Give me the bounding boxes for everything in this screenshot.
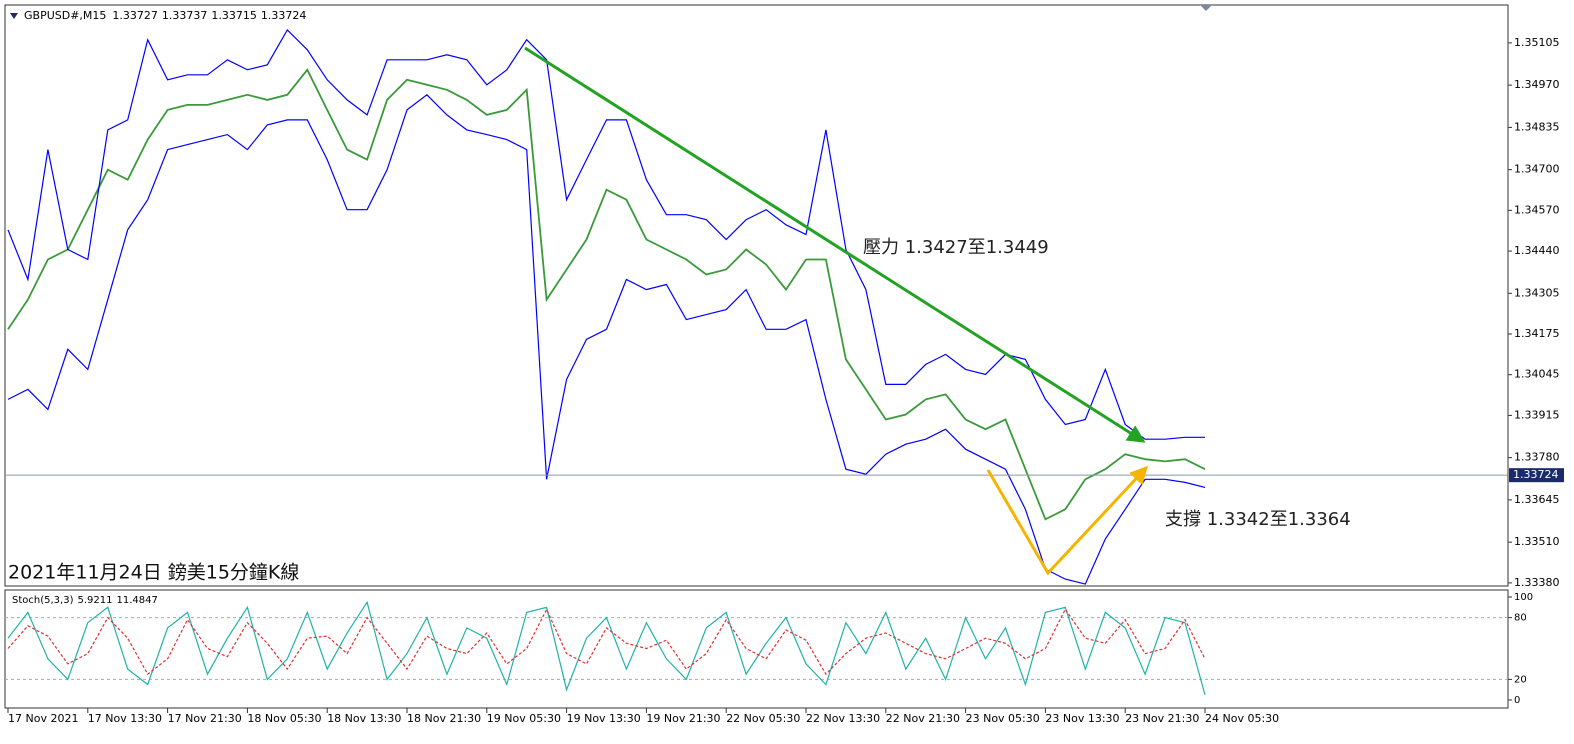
signal-value: 11.4847 — [116, 595, 157, 606]
x-tick-label: 18 Nov 21:30 — [407, 712, 481, 725]
y-tick-label: 1.34045 — [1514, 368, 1560, 381]
annotation: 壓力 1.3427至1.3449 — [863, 237, 1049, 258]
support-arrow — [986, 465, 1149, 576]
series-line — [7, 68, 1206, 521]
caption: 2021年11月24日 鎊美15分鐘K線 — [8, 562, 299, 584]
stoch-panel — [4, 589, 1509, 709]
y-tick-label: 1.34175 — [1514, 327, 1560, 340]
x-tick-label: 17 Nov 21:30 — [168, 712, 242, 725]
y-tick-label: 20 — [1514, 674, 1527, 685]
y-tick-label: 1.33780 — [1514, 451, 1560, 464]
series-group — [7, 600, 1206, 695]
open: 1.33727 — [112, 9, 158, 22]
resistance-arrow — [524, 46, 1146, 443]
y-tick-label: 1.34305 — [1514, 286, 1560, 299]
y-tick-label: 1.34700 — [1514, 163, 1560, 176]
y-tick-label: 80 — [1514, 613, 1527, 624]
y-tick-label: 1.33915 — [1514, 408, 1560, 421]
y-tick-label: 1.34570 — [1514, 203, 1560, 216]
y-tick-label: 1.35105 — [1514, 36, 1560, 49]
x-tick-label: 22 Nov 05:30 — [726, 712, 800, 725]
series-line — [7, 600, 1206, 695]
price-tag — [1509, 468, 1564, 483]
y-tick-label: 1.34440 — [1514, 244, 1560, 257]
x-tick-label: 23 Nov 05:30 — [966, 712, 1040, 725]
x-tick-label: 17 Nov 2021 — [8, 712, 78, 725]
menu-triangle[interactable] — [10, 13, 18, 19]
header: GBPUSD#,M15 1.33727 1.33737 1.33715 1.33724 — [24, 9, 306, 22]
close: 1.33724 — [261, 9, 307, 22]
x-tick-label: 17 Nov 13:30 — [88, 712, 162, 725]
y-tick-label: 1.33645 — [1514, 493, 1560, 506]
x-tick-label: 19 Nov 21:30 — [646, 712, 720, 725]
high: 1.33737 — [162, 9, 208, 22]
x-tick-label: 18 Nov 13:30 — [327, 712, 401, 725]
y-tick-label: 100 — [1514, 592, 1533, 603]
price-tag-label: 1.33724 — [1513, 468, 1559, 481]
shift-marker — [1200, 5, 1212, 11]
low: 1.33715 — [211, 9, 257, 22]
x-tick-label: 19 Nov 05:30 — [487, 712, 561, 725]
x-tick-label: 22 Nov 13:30 — [806, 712, 880, 725]
y-tick-label: 1.33380 — [1514, 576, 1560, 589]
annotation: 支撐 1.3342至1.3364 — [1165, 509, 1351, 530]
x-tick-label: 18 Nov 05:30 — [247, 712, 321, 725]
plot-layer: 1.35105 1.34970 1.34835 1.34700 1.34570 1.344… — [5, 29, 1564, 725]
x-tick-label: 22 Nov 21:30 — [886, 712, 960, 725]
x-tick-label: 19 Nov 13:30 — [567, 712, 641, 725]
y-tick-label: 1.34835 — [1514, 120, 1560, 133]
x-tick-label: 23 Nov 21:30 — [1125, 712, 1199, 725]
main-panel — [4, 4, 1509, 587]
indicator-name: Stoch(5,3,3) — [12, 595, 74, 606]
series-line — [7, 94, 1206, 585]
symbol: GBPUSD#,M15 — [24, 9, 106, 22]
stoch-header: Stoch(5,3,3) 5.9211 11.4847 — [12, 595, 158, 606]
y-tick-label: 1.33510 — [1514, 535, 1560, 548]
y-tick-label: 0 — [1514, 695, 1520, 706]
y-tick-label: 1.34970 — [1514, 78, 1560, 91]
series-line — [7, 608, 1206, 676]
x-tick-label: 23 Nov 13:30 — [1045, 712, 1119, 725]
x-tick-label: 24 Nov 05:30 — [1205, 712, 1279, 725]
main-value: 5.9211 — [77, 595, 112, 606]
